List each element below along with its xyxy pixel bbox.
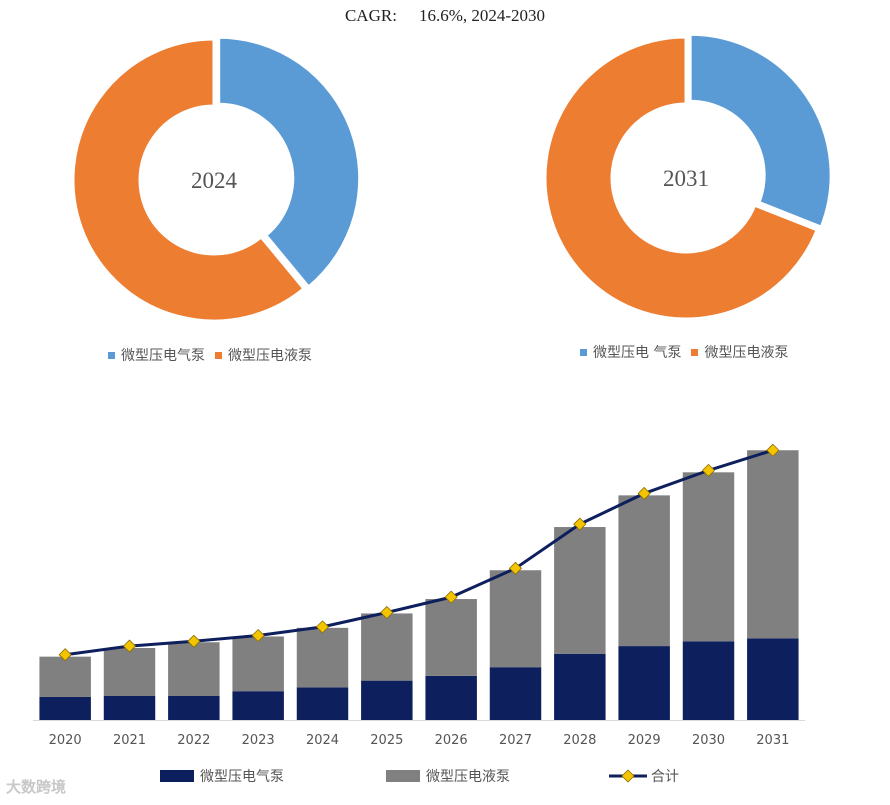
bar-liquid-pump [361,613,413,681]
bar-gas-pump [747,638,799,720]
total-marker [508,561,523,575]
x-tick-label: 2029 [628,733,661,748]
total-line [64,448,774,657]
bar-liquid-pump [232,636,284,692]
bar-gas-pump [232,691,284,720]
bar-gas-pump [296,687,349,720]
stacked-bar-chart: 2020 2021 2022 2023 2024 2025 2026 2027 2028 2029… [33,443,805,748]
donut-chart-2031: 2031 [543,32,833,321]
total-marker [380,605,394,620]
legend-item-liquid-pump: 微型压电液泵 [691,342,788,362]
x-tick-label: 2030 [692,733,725,748]
legend-label: 合计 [651,769,679,785]
cagr-title: CAGR: 16.6%, 2024-2030 [0,6,890,26]
total-marker [122,639,137,653]
legend-item-liquid-pump: 微型压电液泵 [386,766,510,786]
total-marker [573,517,587,531]
total-marker [251,628,265,643]
legend-item-total: 合计 [609,766,679,786]
total-marker [58,648,72,662]
legend-label: 微型压电液泵 [426,769,510,785]
x-tick-label: 2025 [370,733,403,748]
x-tick-label: 2020 [49,733,82,748]
bar-gas-pump [489,667,542,720]
bar-liquid-pump [168,642,220,696]
total-marker [701,463,716,477]
bar-gas-pump [361,680,413,720]
legend-item-gas-pump: 微型压电气泵 [108,345,205,365]
x-tick-label: 2031 [756,733,789,748]
legend-swatch-total [609,769,647,783]
legend-label: 微型压电气泵 [121,348,205,364]
legend-swatch-gas [108,351,115,359]
donut-2024-legend: 微型压电气泵 微型压电液泵 [108,345,322,365]
legend-label: 微型压电气泵 [200,769,284,785]
legend-label: 微型压电 气泵 [593,345,682,361]
bar-gas-pump [168,696,220,720]
bar-gas-pump [425,675,477,720]
legend-swatch-liquid [215,351,222,359]
bar-liquid-pump [425,599,477,676]
legend-swatch-liquid [386,770,420,782]
legend-item-gas-pump: 微型压电气泵 [160,766,284,786]
watermark-text: 大数跨境 [6,778,67,796]
cagr-label: CAGR: [344,6,397,25]
legend-swatch-gas [160,770,194,782]
donut-center-label: 2031 [663,166,709,191]
x-tick-label: 2022 [177,733,210,748]
x-tick-label: 2028 [563,733,596,748]
bar-gas-pump [39,696,91,720]
x-tick-label: 2026 [435,733,468,748]
legend-label: 微型压电液泵 [228,348,312,364]
total-marker [187,634,201,648]
legend-item-liquid-pump: 微型压电液泵 [215,345,312,365]
donut-slice-liquid-pump [543,35,820,321]
total-marker [637,486,651,501]
bar-liquid-pump [618,495,670,647]
donut-center-label: 2024 [191,168,238,193]
bar-liquid-pump [296,627,349,688]
bar-gas-pump [103,696,156,720]
total-marker [444,590,458,604]
bar-gas-pump [554,653,606,720]
bar-liquid-pump [103,648,156,696]
bar-liquid-pump [489,570,542,668]
bar-liquid-pump [682,472,735,642]
bar-gas-pump [618,646,670,720]
donut-chart-2024: 2024 [71,35,362,323]
bar-liquid-pump [554,527,606,654]
bar-liquid-pump [39,656,91,697]
legend-label: 微型压电液泵 [704,345,789,361]
x-tick-label: 2024 [306,733,339,748]
bar-liquid-pump [747,450,799,639]
legend-swatch-liquid [691,348,699,356]
bar-gas-pump [682,641,735,720]
x-tick-label: 2021 [113,733,146,748]
legend-item-gas-pump: 微型压电 气泵 [580,342,681,362]
bar-chart-legend: 微型压电气泵 微型压电液泵 合计 [0,766,890,788]
watermark-logo: 大数跨境 [6,776,66,797]
donut-2031-legend: 微型压电 气泵 微型压电液泵 [580,342,798,362]
total-marker [315,620,330,634]
x-tick-label: 2027 [499,733,532,748]
total-marker [766,443,780,457]
x-tick-label: 2023 [242,733,275,748]
donut-slice-gas-pump [217,35,362,290]
donut-slice-liquid-pump [71,37,306,323]
cagr-value: 16.6%, 2024-2030 [418,6,546,25]
donut-slice-gas-pump [688,32,833,230]
legend-swatch-gas [580,348,587,356]
